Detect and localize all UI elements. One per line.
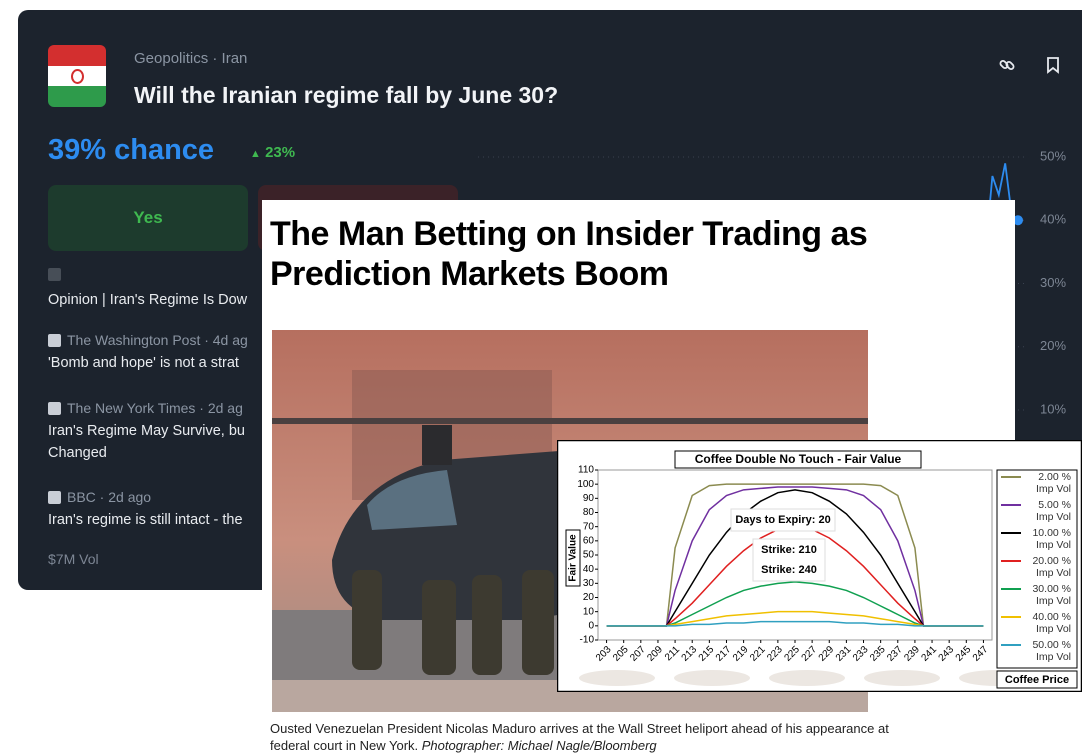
y-tick-label: 50% [1040, 148, 1066, 163]
news-headline: Iran's regime is still intact - the [48, 509, 243, 531]
legend-label: 50.00 % Imp Vol [1023, 639, 1071, 663]
cup-decor [579, 670, 655, 686]
news-item[interactable]: Opinion | Iran's Regime Is Dow [48, 289, 247, 311]
y-tick-label: 40% [1040, 212, 1066, 227]
change: ▲ 23% [250, 144, 295, 161]
legend-label: 20.00 % Imp Vol [1023, 555, 1071, 579]
bookmark-icon[interactable] [1045, 56, 1061, 74]
legend-item: 10.00 % Imp Vol [997, 526, 1077, 554]
legend-label: 10.00 % Imp Vol [1023, 527, 1071, 551]
news-item[interactable]: The Washington Post · 4d ag 'Bomb and ho… [48, 332, 248, 374]
legend-swatch [1001, 476, 1021, 478]
legend-item: 50.00 % Imp Vol [997, 638, 1077, 666]
y-axis-label: Fair Value [568, 534, 579, 582]
y-tick-label: 100 [577, 479, 594, 490]
legend-item: 5.00 % Imp Vol [997, 498, 1077, 526]
source-icon [48, 334, 61, 347]
chart-title: Coffee Double No Touch - Fair Value [695, 452, 902, 466]
photo-caption: Ousted Venezuelan President Nicolas Madu… [270, 720, 890, 754]
annotation: Days to Expiry: 20 [735, 514, 830, 526]
y-tick-label: 40 [583, 564, 595, 575]
legend-label: 30.00 % Imp Vol [1023, 583, 1071, 607]
x-axis-label: Coffee Price [1005, 674, 1069, 686]
legend-item: 20.00 % Imp Vol [997, 554, 1077, 582]
source-icon [48, 402, 61, 415]
legend-swatch [1001, 588, 1021, 590]
legend: 2.00 % Imp Vol 5.00 % Imp Vol 10.00 % Imp … [997, 470, 1077, 666]
legend-swatch [1001, 616, 1021, 618]
link-icon[interactable] [998, 56, 1016, 74]
news-headline: Changed [48, 442, 245, 464]
breadcrumb[interactable]: Geopolitics · Iran [134, 50, 247, 67]
y-tick-label: 20 [583, 592, 595, 603]
news-item[interactable]: The New York Times · 2d ag Iran's Regime… [48, 400, 245, 464]
chance: 39% chance [48, 134, 214, 167]
y-tick-label: 30 [583, 578, 595, 589]
y-tick-label: 30% [1040, 275, 1066, 290]
y-tick-label: 70 [583, 521, 595, 532]
legend-label: 40.00 % Imp Vol [1023, 611, 1071, 635]
y-tick-label: 110 [578, 465, 594, 476]
news-headline: Iran's Regime May Survive, bu [48, 420, 245, 442]
y-tick-label: -10 [580, 635, 595, 646]
y-tick-label: 60 [583, 535, 595, 546]
page: {"market": {"breadcrumb": "Geopolitics ·… [0, 0, 1082, 751]
yes-button[interactable]: Yes [48, 185, 248, 251]
news-item[interactable]: BBC · 2d ago Iran's regime is still inta… [48, 489, 243, 531]
article-headline: The Man Betting on Insider Trading as Pr… [270, 214, 1015, 294]
news-headline: Opinion | Iran's Regime Is Dow [48, 289, 247, 311]
annotation: Strike: 210 [761, 544, 817, 556]
volume: $7M Vol [48, 551, 99, 567]
annotation: Strike: 240 [761, 564, 817, 576]
y-tick-label: 50 [583, 550, 595, 561]
y-tick-label: 90 [583, 493, 595, 504]
y-tick-label: 0 [588, 620, 594, 631]
cup-decor [674, 670, 750, 686]
legend-swatch [1001, 560, 1021, 562]
news-source: The Washington Post · 4d ag [67, 332, 248, 348]
y-tick-label: 20% [1040, 338, 1066, 353]
news-headline: 'Bomb and hope' is not a strat [48, 352, 248, 374]
legend-swatch [1001, 532, 1021, 534]
y-tick-label: 10% [1040, 401, 1066, 416]
source-icon [48, 491, 61, 504]
legend-swatch [1001, 644, 1021, 646]
legend-item: 40.00 % Imp Vol [997, 610, 1077, 638]
market-title: Will the Iranian regime fall by June 30? [134, 82, 558, 109]
cup-decor [769, 670, 845, 686]
y-tick-label: 80 [583, 507, 595, 518]
news-source: BBC · 2d ago [67, 489, 151, 505]
news-item[interactable] [48, 268, 61, 281]
legend-swatch [1001, 504, 1021, 506]
legend-item: 30.00 % Imp Vol [997, 582, 1077, 610]
legend-item: 2.00 % Imp Vol [997, 470, 1077, 498]
cup-decor [864, 670, 940, 686]
y-tick-label: 10 [583, 606, 595, 617]
flag-icon [48, 45, 106, 107]
change-value: 23% [265, 144, 295, 161]
legend-label: 2.00 % Imp Vol [1023, 471, 1071, 495]
legend-label: 5.00 % Imp Vol [1023, 499, 1071, 523]
news-source: The New York Times · 2d ag [67, 400, 243, 416]
